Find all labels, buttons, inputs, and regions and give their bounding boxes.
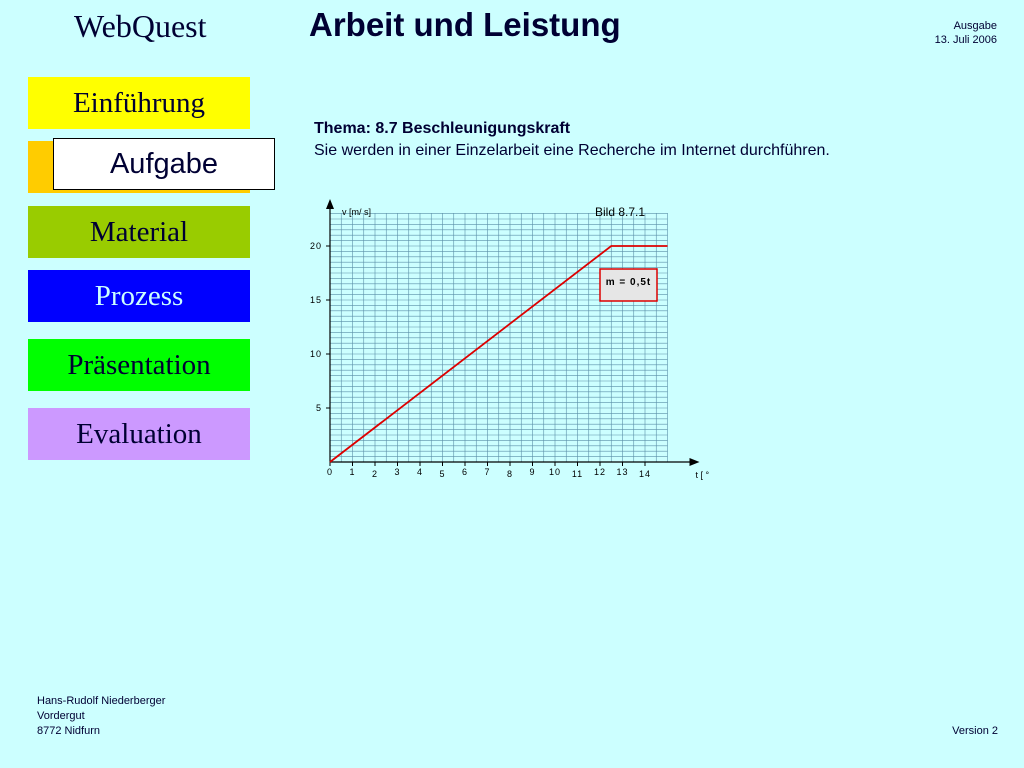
y-axis-arrow bbox=[326, 199, 334, 209]
x-tick-label: 11 bbox=[572, 469, 583, 479]
x-tick-label: 13 bbox=[616, 467, 628, 477]
x-tick-label: 6 bbox=[462, 467, 468, 477]
edition-label: Ausgabe bbox=[953, 20, 997, 32]
footer-version: Version 2 bbox=[952, 725, 998, 737]
x-tick-label: 14 bbox=[639, 469, 651, 479]
x-tick-label: 1 bbox=[349, 467, 355, 477]
series-line bbox=[329, 245, 668, 463]
x-tick-label: 8 bbox=[507, 469, 513, 479]
x-tick-label: 0 bbox=[327, 467, 333, 477]
chart-title: Bild 8.7.1 bbox=[595, 205, 645, 219]
topic-heading: Thema: 8.7 Beschleunigungskraft bbox=[314, 120, 571, 137]
nav-evaluation-button[interactable]: Evaluation bbox=[28, 408, 250, 460]
edition-info: Ausgabe 13. Juli 2006 bbox=[935, 19, 997, 47]
y-axis-label: v [m/ s] bbox=[342, 207, 371, 217]
x-tick-label: 2 bbox=[372, 469, 378, 479]
x-tick-label: 3 bbox=[394, 467, 400, 477]
footer-street: Vordergut bbox=[37, 710, 85, 722]
topic-block: Thema: 8.7 Beschleunigungskraft Sie werd… bbox=[314, 118, 854, 162]
nav-aufgabe-button[interactable]: Aufgabe bbox=[53, 138, 275, 190]
nav-einfuehrung-button[interactable]: Einführung bbox=[28, 77, 250, 129]
footer-city: 8772 Nidfurn bbox=[37, 725, 100, 737]
annotation-box bbox=[599, 268, 658, 302]
x-tick-label: 4 bbox=[417, 467, 423, 477]
annotation-label: m = 0,5t bbox=[606, 277, 652, 288]
page-title: Arbeit und Leistung bbox=[309, 6, 621, 43]
footer-address: Hans-Rudolf Niederberger Vordergut 8772 … bbox=[37, 694, 165, 739]
y-tick-label: 5 bbox=[316, 403, 322, 413]
nav-prozess-button[interactable]: Prozess bbox=[28, 270, 250, 322]
x-tick-label: 10 bbox=[549, 467, 561, 477]
x-tick-label: 7 bbox=[484, 467, 490, 477]
brand-title: WebQuest bbox=[74, 8, 207, 44]
x-axis-arrow bbox=[689, 458, 700, 466]
x-tick-label: 12 bbox=[594, 467, 606, 477]
x-axis-label: t [ ° ] bbox=[696, 470, 711, 480]
nav-praesentation-button[interactable]: Präsentation bbox=[28, 339, 250, 391]
x-tick-label: 9 bbox=[529, 467, 535, 477]
edition-date: 13. Juli 2006 bbox=[934, 34, 997, 46]
x-tick-label: 5 bbox=[439, 469, 445, 479]
y-tick-label: 15 bbox=[310, 295, 322, 305]
footer-author: Hans-Rudolf Niederberger bbox=[37, 695, 166, 707]
topic-text: Sie werden in einer Einzelarbeit eine Re… bbox=[314, 142, 830, 159]
nav-material-button[interactable]: Material bbox=[28, 206, 250, 258]
y-tick-label: 20 bbox=[310, 241, 322, 251]
y-tick-label: 10 bbox=[310, 349, 322, 359]
